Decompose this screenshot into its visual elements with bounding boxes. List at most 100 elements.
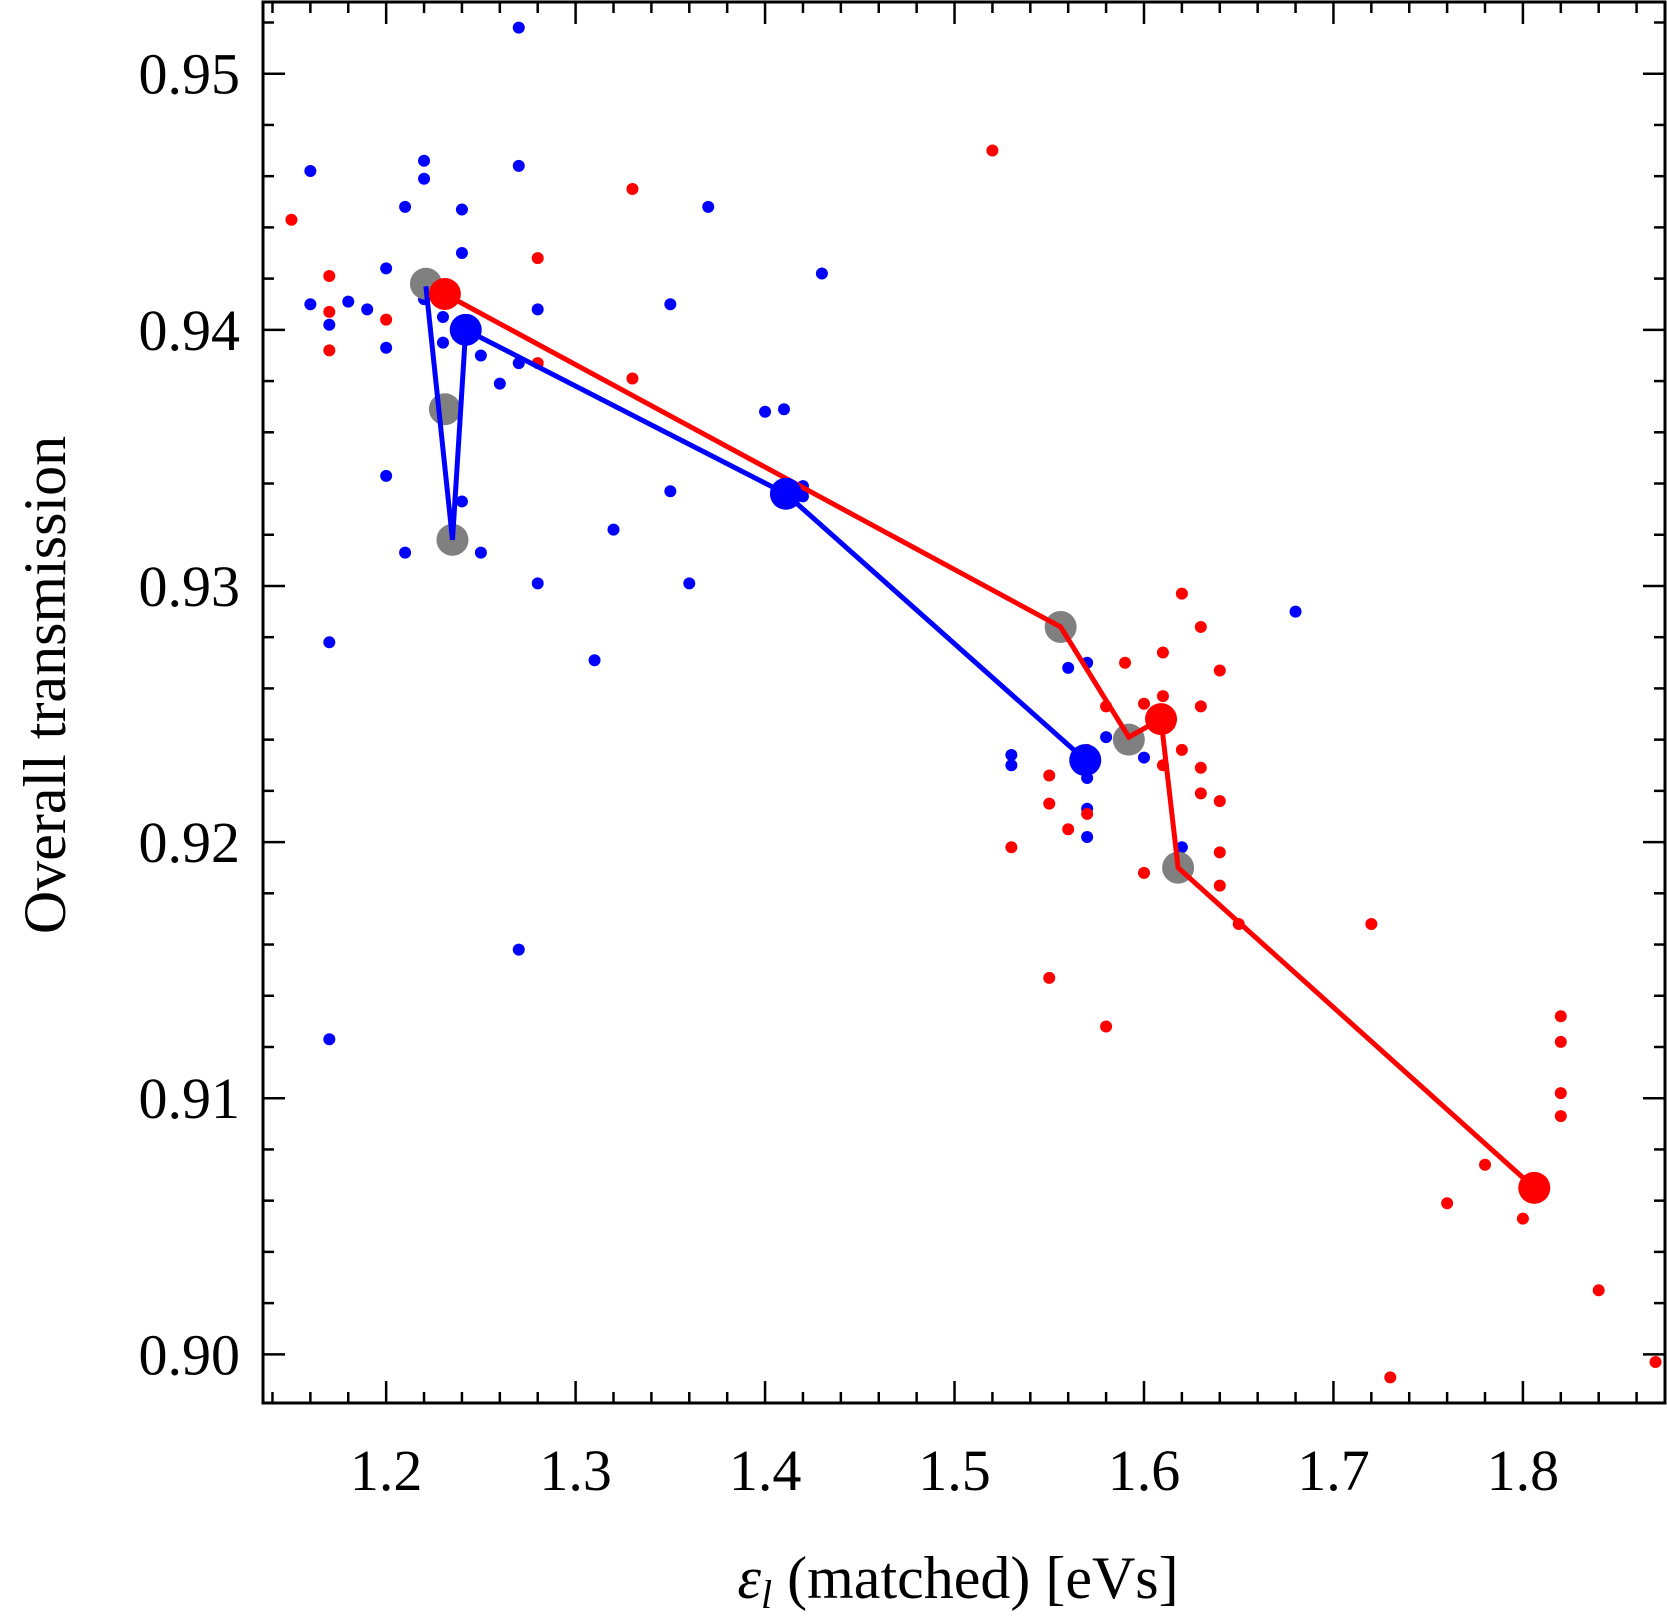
plot-frame xyxy=(261,0,1667,1405)
red-data-point xyxy=(1119,656,1132,669)
blue-trend-line xyxy=(423,286,1087,762)
major-ticks xyxy=(263,2,1665,1403)
gray-marker xyxy=(428,393,461,426)
blue-data-point xyxy=(493,377,506,390)
red-data-point xyxy=(323,270,336,283)
red-marker xyxy=(1145,703,1178,736)
red-data-point xyxy=(986,144,999,157)
blue-data-point xyxy=(531,303,544,316)
red-data-point xyxy=(323,344,336,357)
y-tick-label: 0.92 xyxy=(139,810,241,875)
x-axis-symbol: ε xyxy=(737,1545,761,1611)
blue-data-point xyxy=(380,469,393,482)
minor-ticks xyxy=(263,2,1665,1403)
y-axis-title: Overall transmission xyxy=(12,436,78,934)
x-tick-label: 1.4 xyxy=(729,1438,802,1503)
red-data-point xyxy=(1516,1212,1529,1225)
red-data-point xyxy=(1213,879,1226,892)
blue-data-point xyxy=(759,405,772,418)
blue-data-point xyxy=(399,200,412,213)
blue-data-point xyxy=(399,546,412,559)
red-marker xyxy=(428,277,461,310)
blue-data-point xyxy=(531,577,544,590)
x-axis-subscript: l xyxy=(761,1572,772,1617)
highlight-markers xyxy=(428,277,1551,1204)
blue-marker xyxy=(449,313,482,346)
red-data-point xyxy=(1194,700,1207,713)
red-data-point xyxy=(1649,1356,1662,1369)
blue-data-point xyxy=(455,247,468,260)
blue-data-point xyxy=(323,636,336,649)
blue-data-point xyxy=(1081,830,1094,843)
scatter-points xyxy=(285,21,1662,1384)
y-tick-label: 0.95 xyxy=(139,42,241,107)
blue-data-point xyxy=(380,341,393,354)
red-data-point xyxy=(1213,795,1226,808)
red-data-point xyxy=(1554,1035,1567,1048)
red-data-point xyxy=(531,252,544,265)
y-tick-label: 0.93 xyxy=(139,554,241,619)
x-axis-text: (matched) [eVs] xyxy=(772,1545,1178,1611)
blue-marker xyxy=(769,477,802,510)
blue-data-point xyxy=(512,943,525,956)
red-data-point xyxy=(1100,1020,1113,1033)
blue-data-point xyxy=(474,546,487,559)
blue-data-point xyxy=(1005,759,1018,772)
red-data-point xyxy=(1479,1158,1492,1171)
blue-data-point xyxy=(304,165,317,178)
blue-data-point xyxy=(1175,841,1188,854)
red-data-point xyxy=(1156,690,1169,703)
blue-data-point xyxy=(778,403,791,416)
red-marker xyxy=(1518,1171,1551,1204)
blue-data-point xyxy=(702,200,715,213)
blue-data-point xyxy=(418,154,431,167)
blue-data-point xyxy=(474,349,487,362)
red-data-point xyxy=(1554,1087,1567,1100)
red-data-point xyxy=(1194,620,1207,633)
blue-data-point xyxy=(1005,749,1018,762)
red-data-point xyxy=(1175,587,1188,600)
x-tick-labels: 1.2 1.3 1.4 1.5 1.6 1.7 1.8 xyxy=(350,1438,1559,1503)
x-tick-label: 1.5 xyxy=(918,1438,991,1503)
blue-data-point xyxy=(607,523,620,536)
red-data-point xyxy=(1554,1010,1567,1023)
y-tick-labels: 0.90 0.91 0.92 0.93 0.94 0.95 xyxy=(139,42,241,1388)
red-data-point xyxy=(1592,1284,1605,1297)
x-axis-title: εl (matched) [eVs] xyxy=(737,1545,1178,1617)
red-data-point xyxy=(1005,841,1018,854)
red-data-point xyxy=(1384,1371,1397,1384)
red-data-point xyxy=(1365,918,1378,931)
red-data-point xyxy=(1137,866,1150,879)
blue-data-point xyxy=(664,485,677,498)
red-data-point xyxy=(1137,697,1150,710)
y-tick-label: 0.91 xyxy=(139,1066,241,1131)
blue-data-point xyxy=(815,267,828,280)
trend-lines xyxy=(409,267,1536,1190)
blue-data-point xyxy=(588,654,601,667)
blue-data-point xyxy=(361,303,374,316)
y-tick-label: 0.94 xyxy=(139,298,241,363)
blue-data-point xyxy=(512,21,525,34)
blue-data-point xyxy=(1137,751,1150,764)
red-data-point xyxy=(1043,971,1056,984)
red-data-point xyxy=(1175,743,1188,756)
blue-data-point xyxy=(436,311,449,324)
blue-data-point xyxy=(512,159,525,172)
x-tick-label: 1.3 xyxy=(539,1438,612,1503)
blue-data-point xyxy=(664,298,677,311)
red-data-point xyxy=(1194,787,1207,800)
red-data-point xyxy=(1554,1110,1567,1123)
red-trend-line xyxy=(443,291,1536,1190)
blue-data-point xyxy=(1289,605,1302,618)
red-data-point xyxy=(1213,846,1226,859)
red-data-point xyxy=(1441,1197,1454,1210)
red-data-point xyxy=(1043,769,1056,782)
blue-data-point xyxy=(455,203,468,216)
red-data-point xyxy=(285,213,298,226)
red-data-point xyxy=(1156,646,1169,659)
red-data-point xyxy=(1081,807,1094,820)
red-data-point xyxy=(626,372,639,385)
blue-data-point xyxy=(418,172,431,185)
red-data-point xyxy=(1194,761,1207,774)
